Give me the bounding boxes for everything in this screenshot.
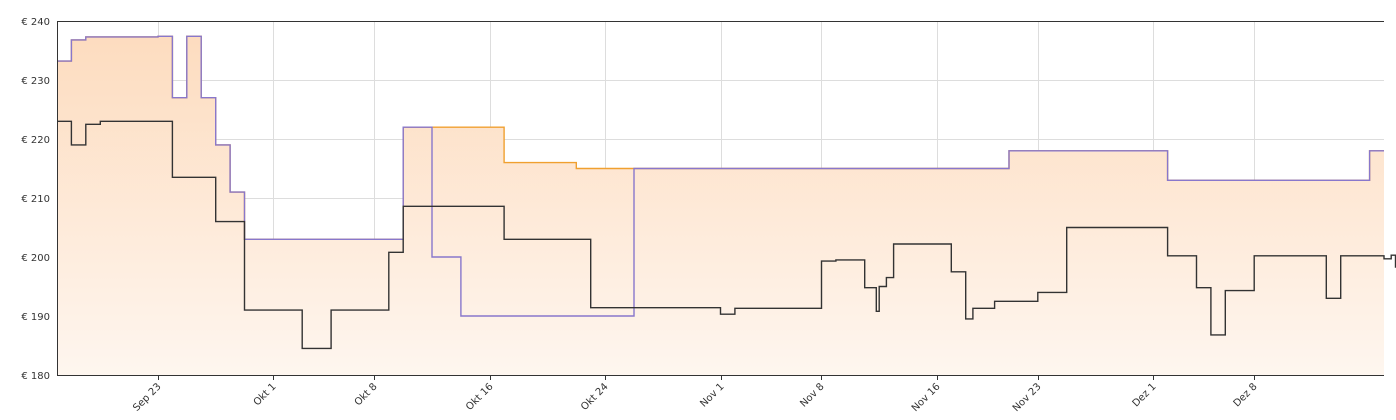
series-area-orange [57,36,1384,376]
y-tick-label: € 230 [21,76,50,87]
y-tick-label: € 220 [21,135,50,146]
x-tick-label: Nov 23 [1011,381,1044,414]
y-tick-label: € 200 [21,253,50,264]
x-tick-label: Nov 16 [910,381,943,414]
y-tick-labels: € 180 € 190 € 200 € 210 € 220 € 230 € 240 [21,17,50,382]
x-tick-label: Sep 23 [131,381,163,413]
y-tick-label: € 180 [21,371,50,382]
x-tick-label: Nov 8 [798,381,826,409]
series-line-purple [57,35,1384,317]
series-layer [57,35,1396,350]
x-tick-labels: Sep 23 Okt 1 Okt 8 Okt 16 Okt 24 Nov 1 Nov 8 No… [131,381,1259,414]
axes [57,21,1384,376]
y-tick-label: € 190 [21,312,50,323]
x-tick-label: Okt 1 [252,381,279,408]
x-tick-label: Okt 8 [353,381,380,408]
y-tick-label: € 240 [21,17,50,28]
y-tick-label: € 210 [21,194,50,205]
series-line-black [57,120,1396,350]
area-layer [57,36,1384,376]
x-tick-label: Okt 24 [579,381,610,412]
x-tick-label: Dez 1 [1131,381,1159,409]
x-tick-label: Okt 16 [464,381,495,412]
x-tick-label: Nov 1 [698,381,726,409]
x-tick-label: Dez 8 [1232,381,1260,409]
